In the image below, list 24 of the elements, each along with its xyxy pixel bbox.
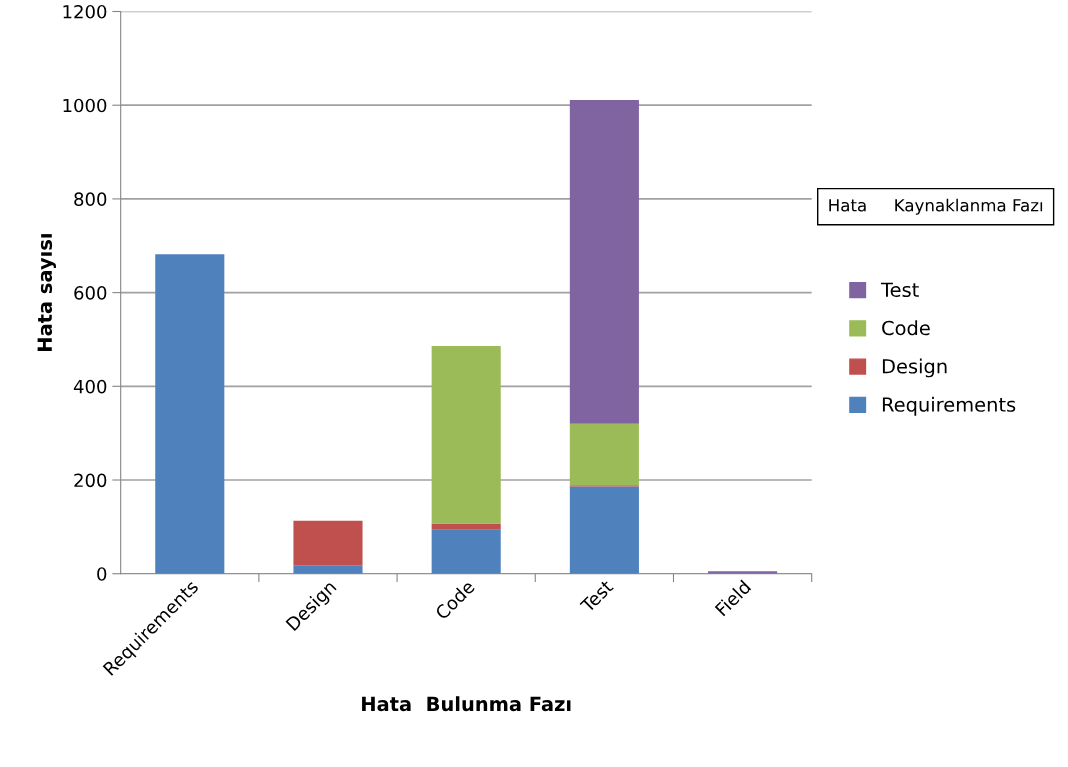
y-tick-label: 1000 — [63, 98, 107, 113]
x-axis-title: Hata Bulunma Fazı — [362, 696, 571, 712]
bar — [431, 346, 501, 524]
y-tick-label: 600 — [74, 286, 107, 300]
y-tick-label: 400 — [73, 379, 107, 394]
bar — [431, 529, 501, 574]
bar — [569, 486, 639, 574]
bar — [155, 254, 225, 574]
x-tick-label: Test — [579, 579, 614, 614]
legend-title: Hata Kaynaklanma Fazı — [829, 198, 1043, 215]
y-tick-label: 0 — [97, 567, 107, 581]
bar — [569, 100, 639, 424]
legend-label: Code — [882, 320, 930, 336]
bar — [569, 423, 639, 486]
bar — [431, 523, 501, 530]
legend-label: Test — [880, 282, 919, 298]
y-tick-label: 800 — [74, 192, 107, 207]
y-axis-title: Hata sayısı — [37, 234, 56, 351]
y-tick-label: 1200 — [63, 4, 107, 19]
legend-label: Requirements — [882, 396, 1016, 416]
bar — [293, 565, 363, 574]
y-tick-label: 200 — [74, 473, 107, 488]
legend-label: Design — [882, 358, 947, 378]
bar — [293, 520, 363, 566]
